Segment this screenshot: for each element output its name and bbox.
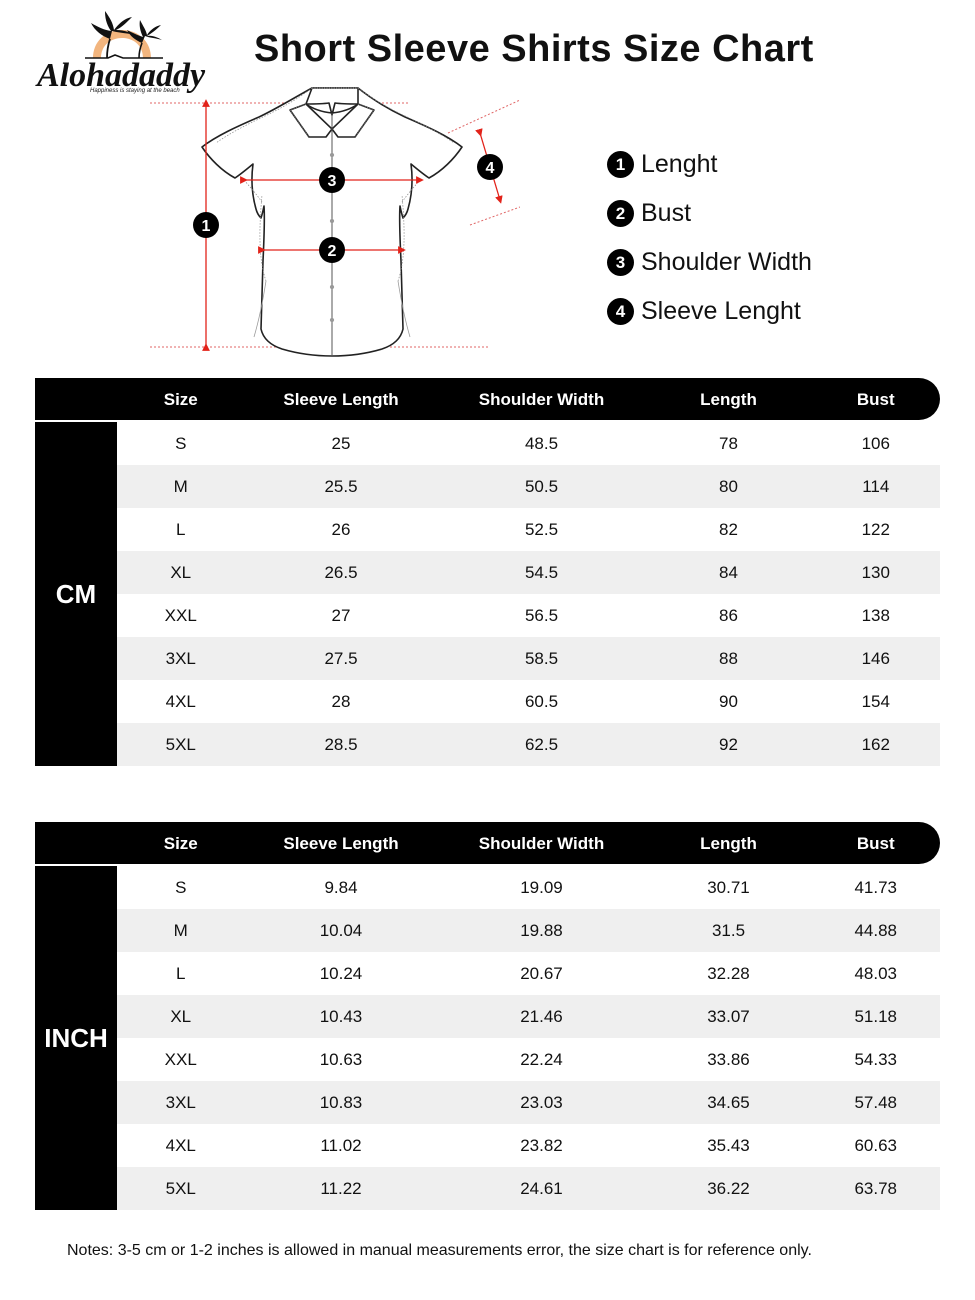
svg-text:2: 2 — [328, 243, 337, 260]
svg-text:1: 1 — [202, 218, 211, 235]
svg-text:3: 3 — [328, 173, 337, 190]
svg-text:4: 4 — [486, 160, 495, 177]
